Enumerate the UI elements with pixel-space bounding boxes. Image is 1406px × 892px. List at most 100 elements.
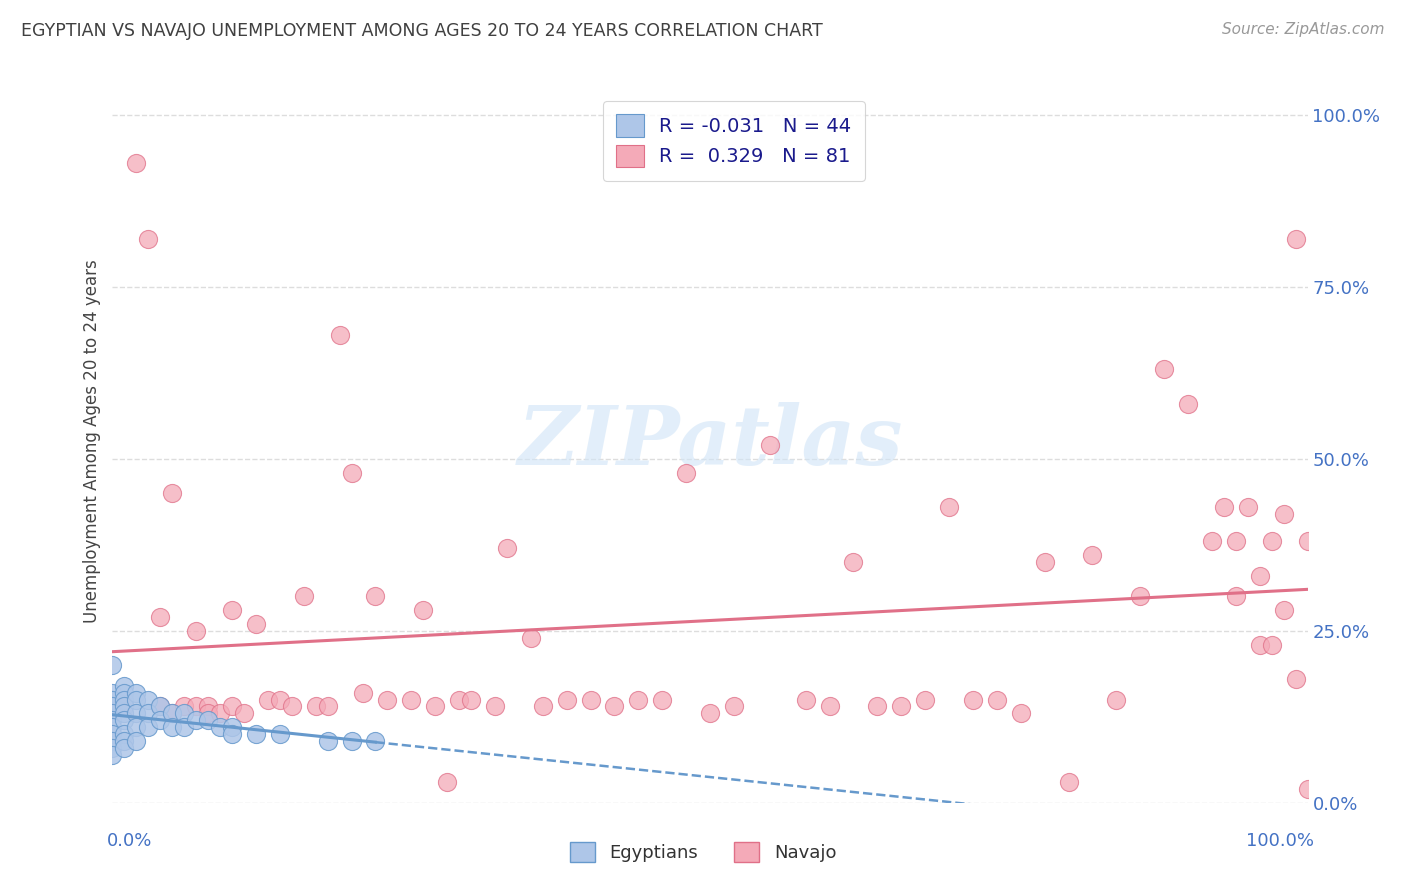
Point <box>101 706 124 721</box>
Point <box>292 590 315 604</box>
Point <box>245 727 267 741</box>
Point <box>173 706 195 721</box>
Point <box>186 624 208 638</box>
Point <box>257 692 280 706</box>
Point <box>101 658 124 673</box>
Point <box>460 692 482 706</box>
Point <box>114 740 135 755</box>
Point <box>340 466 363 480</box>
Point <box>938 500 960 514</box>
Point <box>1272 507 1295 521</box>
Point <box>1249 568 1271 582</box>
Point <box>162 720 183 734</box>
Point <box>101 740 124 755</box>
Point <box>138 231 160 245</box>
Point <box>1033 555 1056 569</box>
Point <box>138 706 160 721</box>
Point <box>197 713 219 727</box>
Point <box>186 699 208 714</box>
Point <box>1225 534 1247 549</box>
Point <box>269 727 291 741</box>
Point <box>1153 362 1175 376</box>
Point <box>914 692 936 706</box>
Y-axis label: Unemployment Among Ages 20 to 24 years: Unemployment Among Ages 20 to 24 years <box>83 260 101 624</box>
Point <box>149 699 172 714</box>
Point <box>436 775 458 789</box>
Point <box>114 727 135 741</box>
Point <box>114 706 135 721</box>
Text: 0.0%: 0.0% <box>107 831 152 850</box>
Point <box>197 699 219 714</box>
Point <box>221 720 243 734</box>
Point <box>125 686 148 700</box>
Point <box>186 713 208 727</box>
Point <box>329 327 352 342</box>
Point <box>1057 775 1080 789</box>
Point <box>699 706 721 721</box>
Point <box>101 734 124 748</box>
Point <box>866 699 889 714</box>
Point <box>352 686 374 700</box>
Point <box>138 692 160 706</box>
Point <box>1249 638 1271 652</box>
Point <box>1201 534 1223 549</box>
Point <box>162 706 183 721</box>
Point <box>114 734 135 748</box>
Point <box>818 699 841 714</box>
Point <box>101 699 124 714</box>
Point <box>531 699 554 714</box>
Point <box>1105 692 1128 706</box>
Point <box>447 692 470 706</box>
Point <box>890 699 912 714</box>
Legend: R = -0.031   N = 44, R =  0.329   N = 81: R = -0.031 N = 44, R = 0.329 N = 81 <box>603 101 865 181</box>
Point <box>197 706 219 721</box>
Point <box>364 734 387 748</box>
Point <box>603 699 626 714</box>
Point <box>484 699 506 714</box>
Point <box>149 699 172 714</box>
Point <box>377 692 399 706</box>
Point <box>125 692 148 706</box>
Point <box>114 699 135 714</box>
Point <box>149 713 172 727</box>
Point <box>125 706 148 721</box>
Point <box>1177 397 1199 411</box>
Point <box>1272 603 1295 617</box>
Point <box>305 699 328 714</box>
Point <box>986 692 1008 706</box>
Point <box>401 692 423 706</box>
Point <box>1225 590 1247 604</box>
Point <box>209 720 232 734</box>
Point <box>209 706 232 721</box>
Legend: Egyptians, Navajo: Egyptians, Navajo <box>562 834 844 870</box>
Point <box>245 616 267 631</box>
Point <box>221 699 243 714</box>
Point <box>114 699 135 714</box>
Point <box>269 692 291 706</box>
Point <box>555 692 578 706</box>
Point <box>125 734 148 748</box>
Point <box>794 692 817 706</box>
Point <box>101 713 124 727</box>
Point <box>114 686 135 700</box>
Point <box>316 699 339 714</box>
Point <box>114 692 135 706</box>
Text: ZIPatlas: ZIPatlas <box>517 401 903 482</box>
Point <box>101 747 124 762</box>
Point <box>842 555 865 569</box>
Point <box>364 590 387 604</box>
Point <box>1296 782 1319 797</box>
Point <box>101 686 124 700</box>
Point <box>651 692 673 706</box>
Point <box>233 706 256 721</box>
Point <box>1010 706 1032 721</box>
Point <box>1213 500 1236 514</box>
Text: EGYPTIAN VS NAVAJO UNEMPLOYMENT AMONG AGES 20 TO 24 YEARS CORRELATION CHART: EGYPTIAN VS NAVAJO UNEMPLOYMENT AMONG AG… <box>21 22 823 40</box>
Point <box>125 156 148 170</box>
Point <box>962 692 984 706</box>
Point <box>1261 638 1284 652</box>
Point <box>125 720 148 734</box>
Point <box>520 631 543 645</box>
Point <box>101 727 124 741</box>
Point <box>412 603 434 617</box>
